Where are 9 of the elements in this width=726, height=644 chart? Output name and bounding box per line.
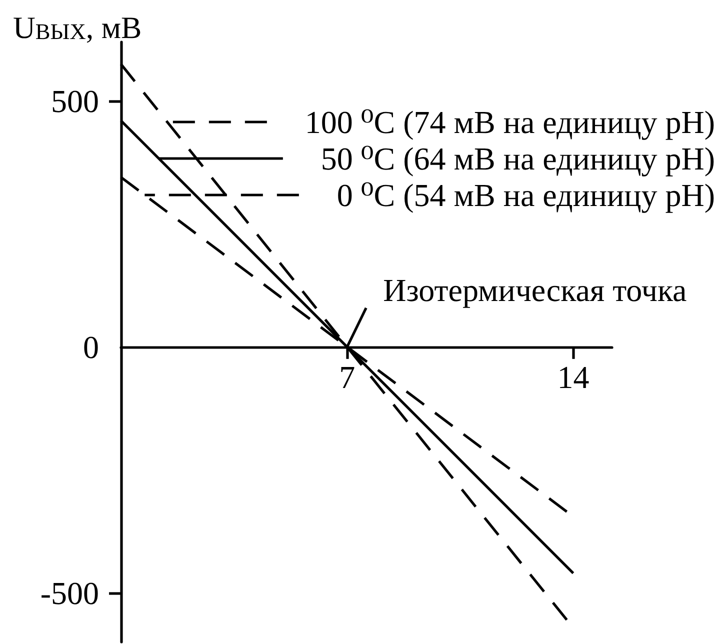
x-tick-label: 7	[339, 358, 356, 395]
legend-label: 100 ⁰C (74 мВ на единицу pH)	[304, 104, 715, 140]
x-tick-label: 14	[557, 358, 590, 395]
y-tick-label: 0	[83, 328, 99, 365]
annotation: Изотермическая точка	[383, 272, 687, 308]
legend-label: 50 ⁰C (64 мВ на единицу pH)	[320, 140, 715, 176]
legend-label: 0 ⁰C (54 мВ на единицу pH)	[336, 177, 715, 213]
y-tick-label: -500	[40, 574, 99, 611]
y-tick-label: 500	[51, 83, 99, 120]
